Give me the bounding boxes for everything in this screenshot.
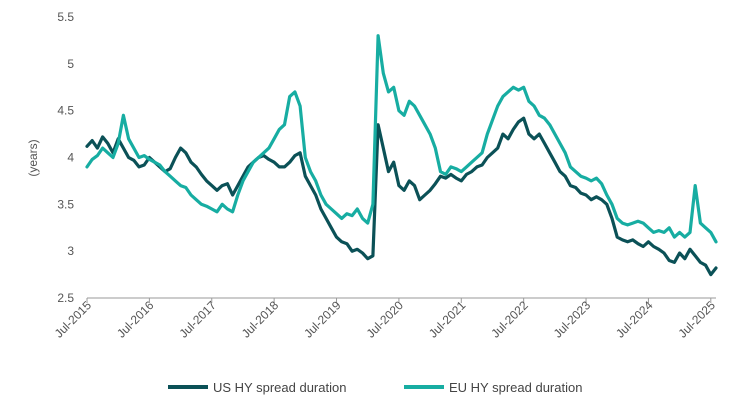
x-tick-label: Jul-2019 [301, 298, 344, 341]
x-tick-label: Jul-2017 [176, 298, 219, 341]
y-tick-label: 5 [67, 57, 74, 71]
x-tick-label: Jul-2025 [675, 298, 718, 341]
y-tick-label: 4 [67, 151, 74, 165]
x-tick-label: Jul-2024 [613, 298, 656, 341]
y-tick-label: 5.5 [57, 10, 74, 24]
x-tick-label: Jul-2021 [426, 298, 469, 341]
legend-label: EU HY spread duration [449, 380, 582, 395]
eu-hy-series-line [85, 34, 718, 244]
x-tick-label: Jul-2022 [488, 298, 531, 341]
y-tick-label: 2.5 [57, 291, 74, 305]
x-tick-label: Jul-2020 [364, 298, 407, 341]
x-tick-label: Jul-2023 [551, 298, 594, 341]
x-tick-label: Jul-2018 [239, 298, 282, 341]
legend: US HY spread duration EU HY spread durati… [168, 380, 582, 395]
series-lines [85, 34, 718, 277]
x-axis: Jul-2015 Jul-2016 Jul-2017 Jul-2018 Jul-2019… [52, 297, 718, 341]
y-tick-label: 4.5 [57, 104, 74, 118]
legend-label: US HY spread duration [213, 380, 346, 395]
y-tick-label: 3.5 [57, 197, 74, 211]
x-tick-label: Jul-2016 [114, 298, 157, 341]
y-axis-title: (years) [26, 139, 40, 176]
y-tick-label: 3 [67, 244, 74, 258]
y-axis-ticks: 2.5 3 3.5 4 4.5 5 5.5 [57, 10, 74, 305]
us-hy-series-line [85, 116, 718, 277]
